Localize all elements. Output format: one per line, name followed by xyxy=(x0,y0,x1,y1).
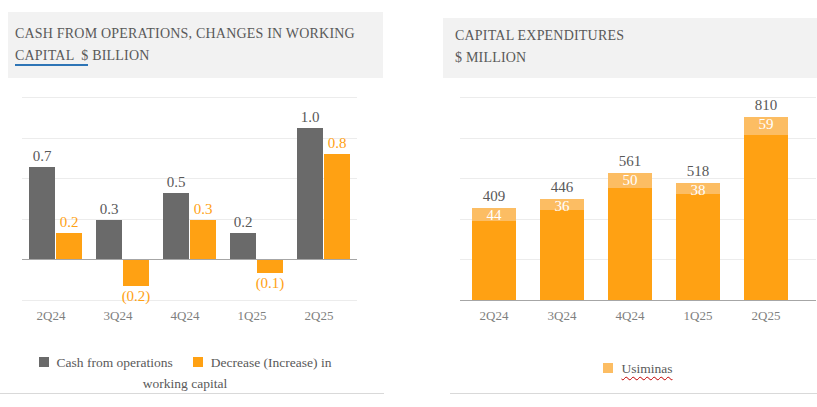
bar-working-capital-1Q25 xyxy=(257,260,283,273)
total-label-2Q24: 409 xyxy=(464,188,524,205)
left-chart-title: CASH FROM OPERATIONS, CHANGES IN WORKING… xyxy=(8,12,383,78)
left-chart-title-underlined-text: CAPITAL $ xyxy=(15,48,88,66)
legend-swatch-cash-from-operations xyxy=(39,357,49,367)
right-chart-title: CAPITAL EXPENDITURES $ MILLION xyxy=(443,18,817,78)
bar-working-capital-2Q25 xyxy=(324,154,350,259)
bar-capex-4Q24 xyxy=(608,188,652,300)
bar-working-capital-2Q24 xyxy=(56,233,82,259)
x-axis-label-2Q24: 2Q24 xyxy=(21,308,81,324)
x-axis-label-2Q25: 2Q25 xyxy=(736,308,796,324)
value-label-cash-2Q24: 0.7 xyxy=(12,148,72,165)
legend-label-usiminas: Usiminas xyxy=(621,361,672,376)
segment-label-2Q25: 59 xyxy=(736,116,796,133)
total-label-3Q24: 446 xyxy=(532,179,592,196)
value-label-wc-3Q24: (0.2) xyxy=(106,288,166,305)
total-label-2Q25: 810 xyxy=(736,97,796,114)
value-label-cash-1Q25: 0.2 xyxy=(213,214,273,231)
value-label-wc-1Q25: (0.1) xyxy=(240,275,300,292)
x-axis-label-3Q24: 3Q24 xyxy=(532,308,592,324)
slide-canvas: CASH FROM OPERATIONS, CHANGES IN WORKING… xyxy=(0,0,817,407)
cash-from-operations-chart: 0.70.22Q240.3(0.2)3Q240.50.34Q240.2(0.1)… xyxy=(22,90,357,330)
left-chart-title-line2: CAPITAL $ BILLION xyxy=(15,45,377,67)
bar-capex-1Q25 xyxy=(676,194,720,300)
x-axis-label-3Q24: 3Q24 xyxy=(88,308,148,324)
bar-cash-from-operations-2Q24 xyxy=(29,167,55,259)
value-label-cash-2Q25: 1.0 xyxy=(280,109,340,126)
x-axis-line xyxy=(460,300,816,301)
x-axis-zero-line xyxy=(22,259,357,260)
value-label-cash-4Q24: 0.5 xyxy=(146,174,206,191)
total-label-4Q24: 561 xyxy=(600,153,660,170)
x-axis-label-2Q24: 2Q24 xyxy=(464,308,524,324)
right-chart-title-line1: CAPITAL EXPENDITURES xyxy=(455,25,811,47)
right-panel-bottom-divider xyxy=(450,393,817,394)
x-axis-label-1Q25: 1Q25 xyxy=(222,308,282,324)
legend-label-cash-from-operations: Cash from operations xyxy=(57,355,173,370)
segment-label-3Q24: 36 xyxy=(532,198,592,215)
bar-cash-from-operations-3Q24 xyxy=(96,220,122,259)
right-chart-title-line2: $ MILLION xyxy=(455,47,811,69)
left-chart-legend: Cash from operationsDecrease (Increase) … xyxy=(15,352,355,394)
value-label-wc-2Q25: 0.8 xyxy=(307,135,367,152)
x-axis-label-1Q25: 1Q25 xyxy=(668,308,728,324)
gridline xyxy=(22,97,357,98)
x-axis-label-2Q25: 2Q25 xyxy=(289,308,349,324)
bar-capex-2Q25 xyxy=(744,135,788,300)
gridline xyxy=(22,300,357,301)
bar-capex-3Q24 xyxy=(540,210,584,300)
segment-label-1Q25: 38 xyxy=(668,182,728,199)
left-panel-bottom-divider xyxy=(0,393,384,394)
bar-capex-2Q24 xyxy=(472,221,516,300)
bar-working-capital-3Q24 xyxy=(123,260,149,286)
legend-swatch-working-capital xyxy=(193,357,203,367)
value-label-cash-3Q24: 0.3 xyxy=(79,201,139,218)
total-label-1Q25: 518 xyxy=(668,163,728,180)
left-chart-title-rest: BILLION xyxy=(88,48,149,63)
left-chart-title-line1: CASH FROM OPERATIONS, CHANGES IN WORKING xyxy=(15,23,377,45)
x-axis-label-4Q24: 4Q24 xyxy=(600,308,660,324)
x-axis-label-4Q24: 4Q24 xyxy=(155,308,215,324)
segment-label-4Q24: 50 xyxy=(600,172,660,189)
capital-expenditures-chart: 409 44 2Q24 446 36 3Q24 561 50 4Q24 518 38 1Q25 810 5… xyxy=(460,90,816,330)
bar-cash-from-operations-1Q25 xyxy=(230,233,256,259)
legend-swatch-usiminas xyxy=(603,363,613,373)
right-chart-legend: Usiminas xyxy=(460,358,816,379)
segment-label-2Q24: 44 xyxy=(464,207,524,224)
